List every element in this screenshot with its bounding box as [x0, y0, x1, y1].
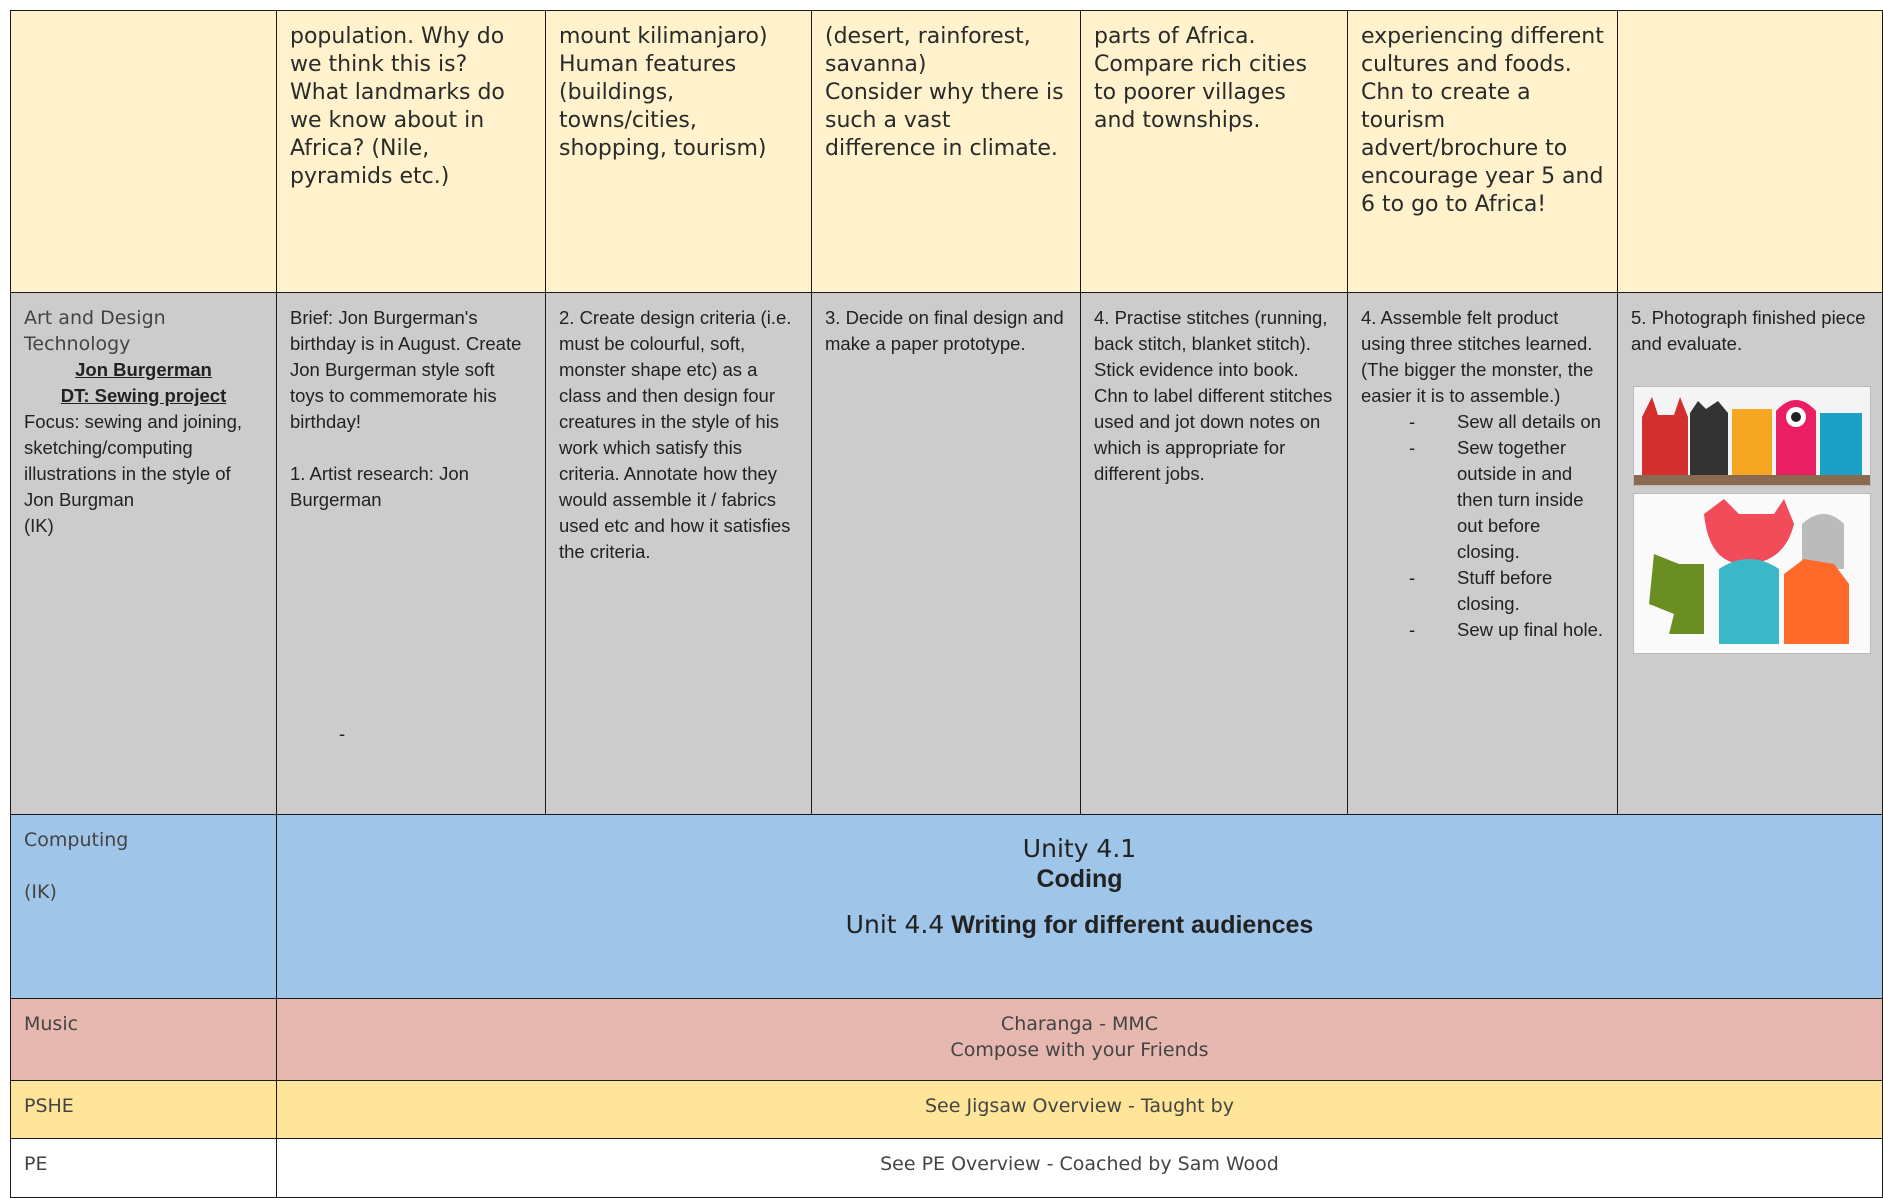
empty-cell: [1617, 10, 1883, 293]
cell: 4. Practise stitches (running, back stit…: [1080, 292, 1348, 815]
text: (desert, rainforest, savanna): [825, 24, 1031, 77]
cell: See Jigsaw Overview - Taught by: [276, 1080, 1883, 1139]
subject: Art and Design Technology: [24, 307, 166, 355]
list-item: Sew all details on: [1409, 409, 1604, 435]
monster-photo: [1633, 493, 1871, 654]
subject: PE: [24, 1153, 48, 1175]
cell: 4. Assemble felt product using three sti…: [1347, 292, 1618, 815]
list-item: Sew up final hole.: [1409, 617, 1604, 643]
text: -: [339, 723, 346, 744]
text: 2. Create design criteria (i.e. must be …: [559, 307, 792, 562]
empty-cell: [10, 10, 277, 293]
text: Unity 4.1: [1022, 834, 1137, 863]
subject-cell: Computing (IK): [10, 814, 277, 999]
text: Compose with your Friends: [950, 1039, 1209, 1061]
cell: parts of Africa. Compare rich cities to …: [1080, 10, 1348, 293]
text: Brief: Jon Burgerman's birthday is in Au…: [290, 307, 522, 432]
subject: PSHE: [24, 1095, 74, 1117]
cell: Unity 4.1 Coding Unit 4.4 Writing for di…: [276, 814, 1883, 999]
text: experiencing different cultures and food…: [1361, 24, 1604, 77]
text: Coding: [1036, 865, 1123, 893]
subject-cell: PE: [10, 1138, 277, 1198]
cell: Charanga - MMC Compose with your Friends: [276, 998, 1883, 1081]
subject: Music: [24, 1013, 79, 1035]
cell: See PE Overview - Coached by Sam Wood: [276, 1138, 1883, 1198]
text: 1. Artist research: Jon Burgerman: [290, 463, 469, 510]
subject: (IK): [24, 881, 57, 903]
cell: 3. Decide on final design and make a pap…: [811, 292, 1081, 815]
text: See PE Overview - Coached by Sam Wood: [880, 1153, 1279, 1175]
list: Sew all details on Sew together outside …: [1361, 409, 1604, 643]
text: See Jigsaw Overview - Taught by: [925, 1095, 1234, 1117]
text: 4. Practise stitches (running, back stit…: [1094, 307, 1333, 484]
cell: (desert, rainforest, savanna) Consider wh…: [811, 10, 1081, 293]
subject-cell: Art and Design Technology Jon Burgerman …: [10, 292, 277, 815]
list-item: Sew together outside in and then turn in…: [1409, 435, 1604, 565]
text: (IK): [24, 515, 54, 536]
text: mount kilimanjaro) Human features (build…: [559, 24, 768, 161]
text: population. Why do we think this is? Wha…: [290, 24, 505, 189]
text: 4. Assemble felt product using three sti…: [1361, 307, 1594, 406]
cell: 2. Create design criteria (i.e. must be …: [545, 292, 812, 815]
list-item: Stuff before closing.: [1409, 565, 1604, 617]
cell: mount kilimanjaro) Human features (build…: [545, 10, 812, 293]
text: Chn to create a tourism advert/brochure …: [1361, 80, 1604, 217]
text: 3. Decide on final design and make a pap…: [825, 307, 1064, 354]
text: Writing for different audiences: [951, 911, 1314, 939]
text: parts of Africa. Compare rich cities to …: [1094, 24, 1307, 133]
subject: Computing: [24, 829, 129, 851]
monster-photo: [1633, 386, 1871, 486]
text: Focus: sewing and joining, sketching/com…: [24, 411, 243, 510]
text: Consider why there is such a vast differ…: [825, 80, 1064, 161]
subject-heading: DT: Sewing project: [60, 385, 227, 406]
cell: Brief: Jon Burgerman's birthday is in Au…: [276, 292, 546, 815]
cell: experiencing different cultures and food…: [1347, 10, 1618, 293]
subject-heading: Jon Burgerman: [75, 359, 212, 380]
text: 5. Photograph finished piece and evaluat…: [1631, 307, 1866, 354]
subject-cell: Music: [10, 998, 277, 1081]
cell: population. Why do we think this is? Wha…: [276, 10, 546, 293]
subject-cell: PSHE: [10, 1080, 277, 1139]
text: Unit 4.4: [845, 910, 945, 939]
text: Charanga - MMC: [1000, 1013, 1159, 1035]
